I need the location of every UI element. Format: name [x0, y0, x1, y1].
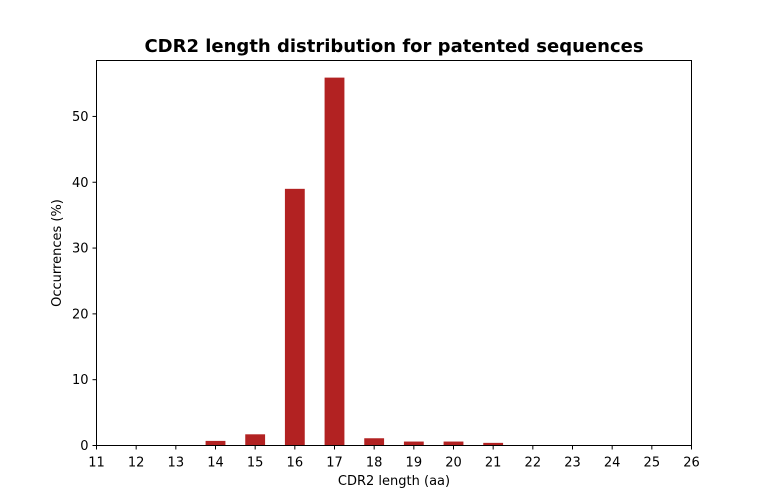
x-tick-label: 22: [525, 456, 542, 471]
x-tick-label: 12: [128, 456, 145, 471]
y-tick-label: 20: [72, 307, 89, 322]
bar-18: [364, 438, 384, 445]
bar-15: [245, 434, 265, 445]
bar-19: [404, 442, 424, 446]
x-tick-label: 15: [247, 456, 264, 471]
x-tick-label: 18: [366, 456, 383, 471]
y-tick-label: 10: [72, 373, 89, 388]
x-tick-label: 13: [168, 456, 185, 471]
x-tick-label: 11: [88, 456, 105, 471]
x-tick-label: 21: [485, 456, 502, 471]
x-tick-label: 24: [604, 456, 621, 471]
x-tick-label: 16: [287, 456, 304, 471]
bar-16: [285, 189, 305, 446]
bar-14: [206, 441, 226, 446]
x-tick-label: 14: [207, 456, 224, 471]
y-tick-label: 50: [72, 110, 89, 125]
x-axis: 11 12 13 14 15 16 17 18 19 20 21 22 23 24 25 26: [88, 446, 700, 471]
bars-group: [206, 78, 504, 446]
x-tick-label: 20: [445, 456, 462, 471]
x-tick-label: 25: [644, 456, 661, 471]
y-tick-label: 30: [72, 242, 89, 257]
bar-17: [325, 78, 345, 446]
x-tick-label: 26: [683, 456, 700, 471]
bar-20: [444, 442, 464, 446]
y-tick-label: 0: [80, 439, 88, 454]
x-tick-label: 19: [406, 456, 423, 471]
chart-title: CDR2 length distribution for patented se…: [144, 36, 643, 57]
x-tick-label: 17: [326, 456, 343, 471]
y-tick-label: 40: [72, 176, 89, 191]
y-axis: 0 10 20 30 40 50: [72, 110, 97, 454]
x-tick-label: 23: [564, 456, 581, 471]
plot-frame: [97, 61, 692, 446]
y-axis-label: Occurrences (%): [50, 199, 65, 307]
x-axis-label: CDR2 length (aa): [338, 474, 450, 489]
